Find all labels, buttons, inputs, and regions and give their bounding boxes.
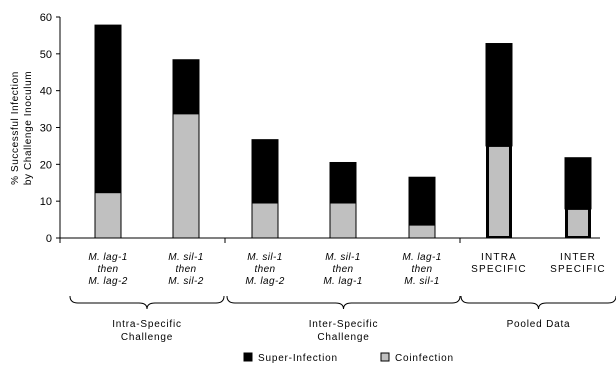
group-brace [226,295,461,310]
y-axis-label: % Successful Infection by Challenge Inocu… [10,71,34,185]
y-tick-label: 60 [40,12,52,24]
category-label-line: then [175,264,196,275]
legend: Super-Infection Coinfection [243,352,454,364]
y-axis-label-line: by Challenge Inoculum [23,71,34,185]
y-tick-label: 20 [40,159,52,171]
category-label-line: M. sil-2 [168,276,203,287]
y-tick-label: 10 [40,196,52,208]
category-label-line: M. sil-1 [325,252,360,263]
category-label-line: M. sil-1 [404,276,439,287]
category-label-line: M. lag-1 [323,276,362,287]
bar-super-infection [564,157,592,210]
bar-super-infection [251,139,279,204]
group-label-line: Intra-Specific [112,319,182,330]
bar-super-infection [94,24,122,194]
group-label-line: Challenge [121,332,173,343]
bar-super-infection [408,176,436,226]
bar-coinfection [568,209,588,236]
bars [94,24,592,239]
bar-super-infection [329,161,357,204]
bar-coinfection [408,224,436,239]
group-label-line: Inter-Specific [309,319,379,330]
category-label-line: then [411,264,432,275]
category-label-line: M. lag-1 [88,252,127,263]
category-label-line: SPECIFIC [471,264,527,275]
legend-swatch [243,352,253,362]
y-tick-label: 30 [40,123,52,135]
y-axis-label-line: % Successful Infection [10,71,21,185]
legend-label: Super-Infection [258,353,338,364]
y-axis: 0 10 20 30 40 50 60 [40,12,61,245]
bar-super-infection [485,43,513,147]
bar-coinfection [172,113,200,239]
category-label-line: M. sil-1 [168,252,203,263]
legend-label: Coinfection [395,353,454,364]
category-label-line: M. sil-1 [247,252,282,263]
category-label-line: INTER [560,252,596,263]
category-label-line: then [332,264,353,275]
category-label-line: INTRA [481,252,517,263]
group-braces: Intra-Specific Challenge Inter-Specific Cha… [69,295,616,343]
category-label-line: then [97,264,118,275]
category-label-line: M. lag-2 [245,276,284,287]
bar-coinfection [489,146,509,236]
group-label-line: Pooled Data [507,319,571,330]
y-tick-label: 0 [46,233,52,245]
category-label-line: M. lag-1 [402,252,441,263]
y-tick-label: 40 [40,86,52,98]
legend-swatch [380,352,390,362]
category-label-line: SPECIFIC [550,264,606,275]
bar-coinfection [94,192,122,239]
bar-coinfection [251,202,279,239]
category-label-line: M. lag-2 [88,276,127,287]
group-label-line: Challenge [317,332,369,343]
bar-super-infection [172,59,200,115]
y-tick-label: 50 [40,49,52,61]
bar-coinfection [329,202,357,239]
category-label-line: then [254,264,275,275]
group-brace [460,295,616,310]
group-brace [69,295,225,310]
x-axis [59,237,600,243]
